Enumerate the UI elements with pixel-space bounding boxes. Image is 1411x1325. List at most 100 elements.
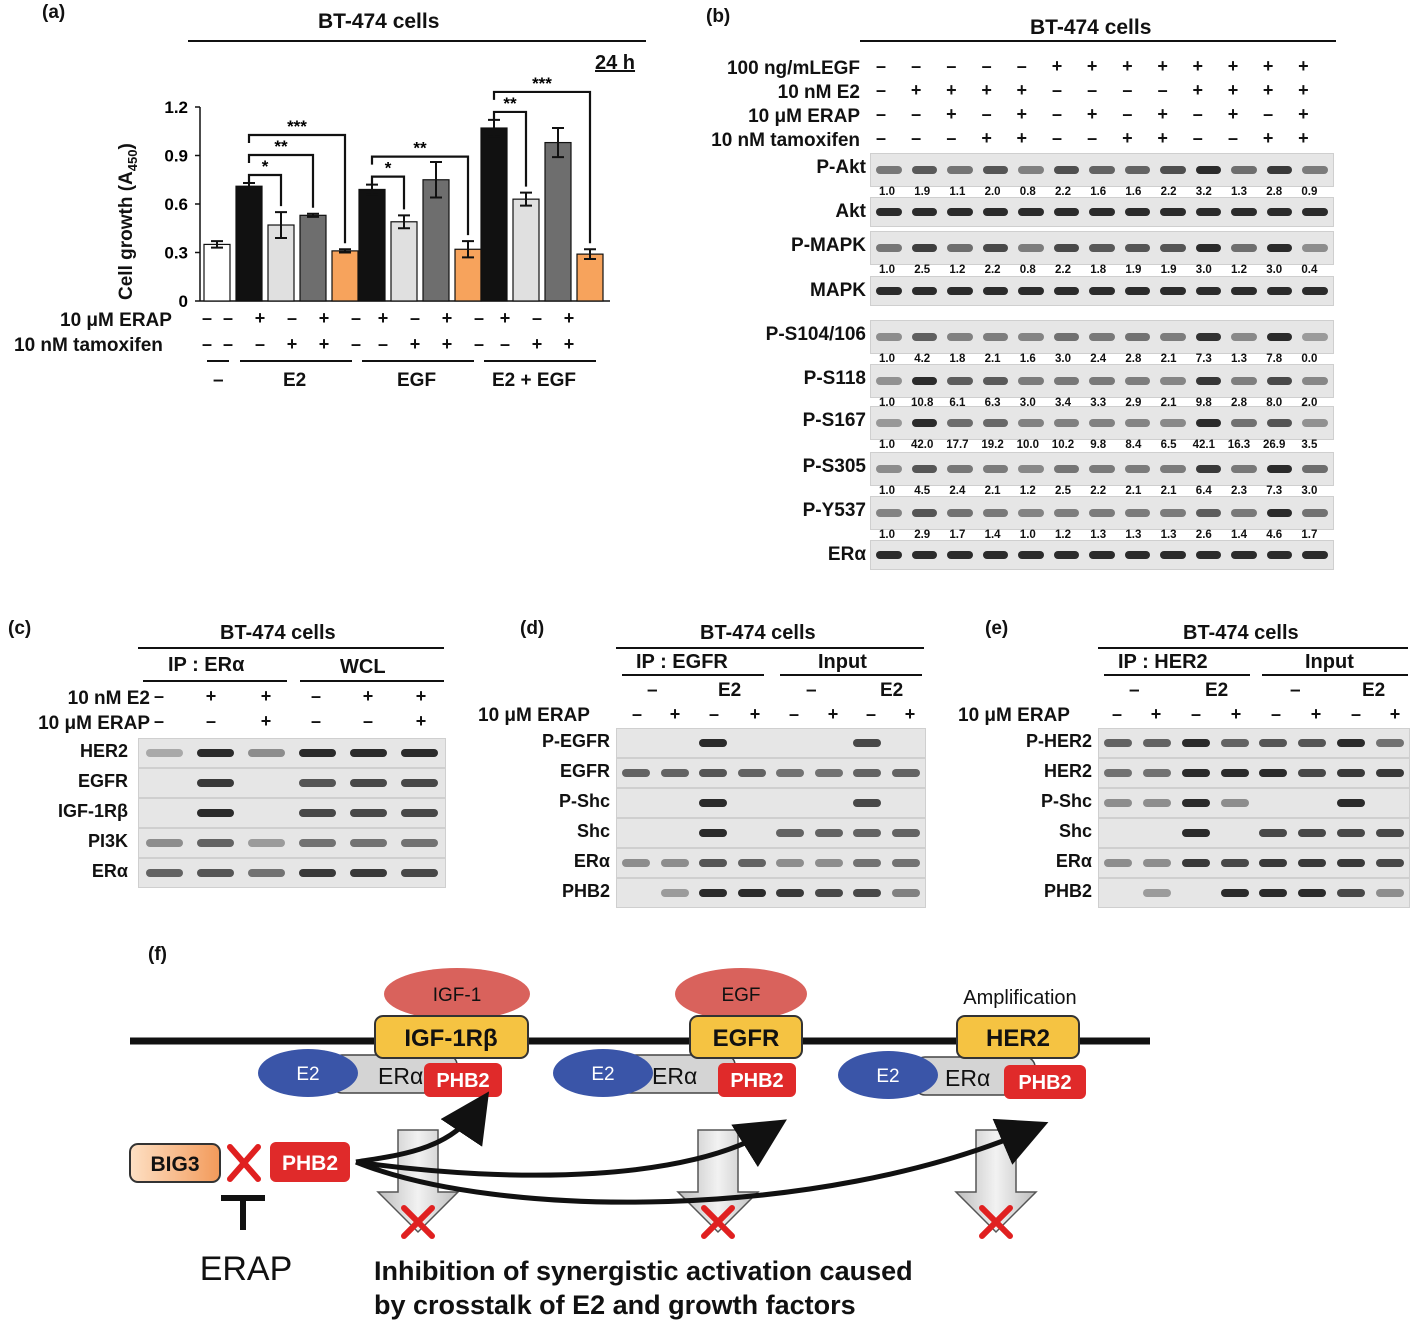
western-blot-strip (870, 364, 1334, 398)
blot-label: HER2 (79, 741, 128, 761)
quantification-value: 2.1 (984, 485, 1001, 497)
era-label: ERα (378, 1063, 423, 1089)
blot-band (699, 739, 728, 747)
erap-sign: – (865, 704, 876, 724)
blot-band (1160, 208, 1186, 216)
blot-label: PHB2 (561, 881, 610, 901)
condition-sign: + (415, 711, 427, 731)
blot-band (1181, 769, 1210, 777)
significance-bracket (247, 153, 315, 208)
quantification-value: 3.0 (1055, 353, 1071, 365)
quantification-value: 1.9 (1160, 264, 1177, 276)
blot-band (1124, 287, 1151, 295)
blot-band (947, 465, 973, 473)
tamoxifen-sign: – (222, 334, 233, 354)
blot-band (947, 509, 973, 517)
blot-band (401, 839, 438, 847)
blot-band (660, 889, 689, 897)
blot-band (1181, 739, 1210, 747)
blot-label: EGFR (559, 761, 610, 781)
blot-label: Shc (576, 821, 610, 841)
blot-label: Shc (1058, 821, 1092, 841)
mechanism-diagram: IGF-1 ERα E2 IGF-1Rβ PHB2 EGF ERα E2 EGF… (129, 968, 1150, 1320)
quantification-value: 1.7 (949, 529, 966, 541)
group-label-e2-egf: E2 + EGF (492, 370, 576, 391)
bar (235, 185, 263, 302)
erap-sign: + (377, 308, 389, 328)
blot-band (197, 809, 234, 817)
western-blot-strip (138, 768, 446, 798)
blot-band (1266, 419, 1293, 427)
erap-sign: – (1190, 704, 1201, 724)
blot-label: P-Shc (558, 791, 610, 811)
significance-label: *** (532, 74, 552, 93)
condition-sign: + (1157, 56, 1168, 76)
blot-band (1220, 889, 1249, 897)
condition-sign: – (1227, 128, 1238, 148)
condition-sign: + (1051, 56, 1063, 76)
blot-band (1266, 509, 1293, 517)
blot-band (1195, 551, 1222, 559)
blot-band (146, 749, 183, 757)
condition-sign: – (946, 128, 957, 148)
condition-sign: + (1298, 104, 1309, 124)
erap-sign: – (708, 704, 719, 724)
blot-band (947, 208, 973, 216)
blot-band (891, 859, 920, 867)
blot-band (1336, 829, 1365, 837)
western-blot-strip (870, 231, 1334, 265)
quantification-value: 2.5 (914, 264, 931, 276)
condition-sign: + (362, 686, 374, 706)
igf1r-label: IGF-1Rβ (404, 1025, 497, 1052)
blot-band (1266, 551, 1293, 559)
quantification-value: 1.9 (914, 186, 931, 198)
significance-bracket (492, 90, 592, 244)
y-tick-label: 0.3 (164, 244, 188, 263)
blot-band (1375, 769, 1404, 777)
erap-sign: + (827, 704, 839, 724)
blot-band (1124, 244, 1151, 252)
error-bar (430, 160, 442, 199)
erap-sign: + (499, 308, 511, 328)
blot-label: ERα (1055, 851, 1092, 871)
blot-band (947, 333, 973, 341)
blot-band (947, 377, 973, 385)
condition-sign: + (1157, 128, 1168, 148)
erap-sign: + (749, 704, 761, 724)
western-blot-strip (138, 798, 446, 828)
condition-sign: + (1262, 56, 1274, 76)
blot-band (197, 839, 234, 847)
blot-label: ERα (573, 851, 610, 871)
quantification-value: 1.0 (879, 529, 895, 541)
blot-band (401, 809, 438, 817)
quantification-value: 1.4 (984, 529, 1001, 541)
condition-sign: – (1051, 128, 1062, 148)
significance-label: ** (503, 94, 517, 113)
blot-band (1266, 465, 1293, 473)
y-tick-label: 0.6 (164, 195, 188, 214)
condition-sign: – (875, 128, 886, 148)
significance-label: * (385, 159, 392, 178)
quantification-value: 2.1 (1160, 353, 1177, 365)
blot-band (299, 779, 336, 787)
blot-band (1018, 465, 1044, 473)
quantification-value: 16.3 (1227, 439, 1251, 451)
blot-band (1160, 333, 1186, 341)
condition-sign: + (1262, 128, 1274, 148)
bar (544, 141, 572, 302)
blot-label: ERα (827, 544, 866, 565)
blot-band (1124, 377, 1151, 385)
blot-band (1018, 509, 1044, 517)
blot-band (1336, 859, 1365, 867)
group-label: E2 (880, 680, 904, 701)
blot-label: PHB2 (1043, 881, 1092, 901)
blot-band (1195, 166, 1222, 174)
y-tick-label: 1.2 (164, 98, 188, 117)
quantification-value: 1.8 (949, 353, 966, 365)
blot-label: IGF-1Rβ (58, 801, 128, 821)
condition-sign: + (1016, 128, 1028, 148)
tamoxifen-sign: + (286, 334, 298, 354)
western-blot-strip (1098, 788, 1410, 818)
error-bar (366, 183, 378, 196)
western-blot-strip (616, 728, 926, 758)
